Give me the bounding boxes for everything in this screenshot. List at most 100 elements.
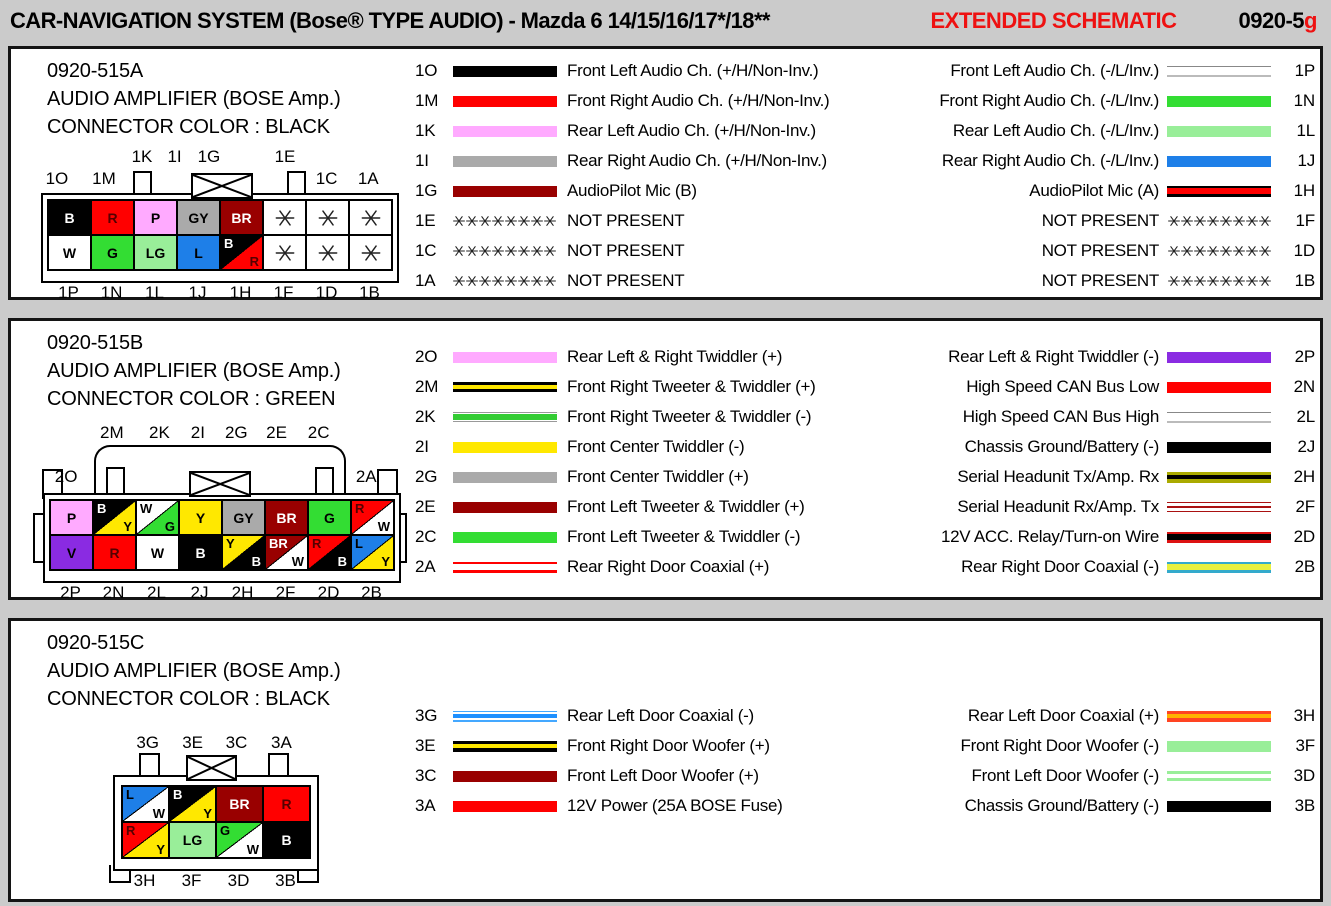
wire-code-label: B	[97, 501, 107, 516]
wire-stripe	[453, 740, 557, 744]
pin-label: 1C	[415, 241, 437, 260]
wire-stripe	[1167, 710, 1271, 714]
pin-label: 3F	[181, 871, 202, 890]
wire-stripe	[1167, 413, 1271, 421]
not-present-asterisk-icon	[1181, 246, 1193, 256]
not-present-asterisk-icon	[1207, 246, 1219, 256]
pin-label: 2E	[266, 423, 287, 442]
wire-code-label: B	[281, 832, 292, 848]
wire-desc: Serial Headunit Rx/Amp. Tx	[957, 497, 1159, 516]
connector-diagram-515c: 3G 3E 3C 3A L W B Y BR R R Y LG G W B 3H 3F 3D 3B	[107, 731, 321, 901]
pin-label: 2B	[1294, 557, 1316, 576]
connector-title-block: 0920-515A AUDIO AMPLIFIER (BOSE Amp.) CO…	[47, 57, 341, 141]
not-present-asterisk-icon	[1207, 216, 1219, 226]
not-present-asterisk-icon	[1246, 246, 1258, 256]
wire-stripe	[453, 414, 557, 420]
pin-label: 1J	[188, 283, 207, 302]
pin-cell: R	[94, 536, 135, 569]
pin-label: 2G	[415, 467, 438, 486]
wire-stripe	[1167, 510, 1271, 513]
wire-stripe	[453, 743, 557, 749]
wire-stripe	[1167, 770, 1271, 775]
wire-stripe	[1167, 441, 1271, 453]
pin-cell-not-present	[264, 201, 305, 234]
wire-stripe	[453, 381, 557, 386]
pin-label: 2I	[190, 423, 205, 442]
not-present-asterisks	[1167, 216, 1271, 226]
wire-color-swatch	[1167, 740, 1271, 752]
wire-code-label: Y	[123, 519, 132, 534]
pin-label: 2O	[415, 347, 438, 366]
not-present-asterisk-icon	[453, 216, 465, 226]
wire-color-swatch	[453, 381, 557, 393]
not-present-asterisk-icon	[479, 246, 491, 256]
not-present-asterisk-icon	[505, 216, 517, 226]
pin-cell: W	[49, 236, 90, 269]
wire-code-label: Y	[381, 554, 390, 569]
wire-row: 1C NOT PRESENT NOT PRESENT 1D	[415, 236, 1315, 266]
pin-label: 3A	[271, 733, 292, 752]
wire-color-swatch	[1167, 441, 1271, 453]
not-present-asterisk-icon	[275, 244, 294, 261]
pin-grid: L W B Y BR R R Y LG G W B	[121, 785, 311, 859]
not-present-asterisk-icon	[466, 246, 478, 256]
pin-label: 1B	[1294, 271, 1316, 290]
wire-stripe	[1167, 561, 1271, 564]
wire-desc: Rear Left & Right Twiddler (-)	[948, 347, 1159, 366]
wire-row: 3E Front Right Door Woofer (+) Front Right…	[415, 731, 1315, 761]
wire-desc: Front Left Door Woofer (-)	[971, 766, 1160, 785]
wire-stripe	[453, 185, 557, 197]
wire-desc: Rear Left Door Coaxial (-)	[567, 706, 754, 725]
connector-color-label: CONNECTOR COLOR : BLACK	[47, 688, 330, 710]
wire-stripe	[1167, 474, 1271, 480]
wire-desc: Rear Right Audio Ch. (-/L/Inv.)	[941, 151, 1159, 170]
pin-cell: W	[137, 536, 178, 569]
wire-desc: NOT PRESENT	[567, 241, 685, 260]
pin-cell: R	[264, 787, 309, 821]
pin-cell-split: BR W	[266, 536, 307, 569]
not-present-asterisk-icon	[518, 216, 530, 226]
pin-cell: L	[178, 236, 219, 269]
not-present-asterisk-icon	[361, 244, 380, 261]
pin-label: 1I	[167, 147, 182, 166]
pin-label: 2C	[307, 423, 330, 442]
wire-code-label: R	[126, 823, 136, 838]
wire-stripe	[453, 569, 557, 573]
wire-color-swatch	[453, 185, 557, 197]
not-present-asterisk-icon	[1220, 216, 1232, 226]
wire-color-swatch	[1167, 95, 1271, 107]
wire-code-label: G	[164, 519, 175, 534]
connector-color-label: CONNECTOR COLOR : BLACK	[47, 116, 330, 138]
pin-label: 2A	[355, 467, 377, 486]
pin-label: 3G	[136, 733, 159, 752]
wire-stripe	[1167, 351, 1271, 363]
pin-label: 1A	[415, 271, 436, 290]
wire-code-label: G	[220, 823, 231, 838]
pin-label: 1G	[415, 181, 438, 200]
wire-stripe	[1167, 800, 1271, 812]
wire-row: 2C Front Left Tweeter & Twiddler (-) 12V A…	[415, 522, 1315, 552]
not-present-asterisk-icon	[492, 216, 504, 226]
connector-diagram-515b: 2O 2M 2K 2I 2G 2E 2C 2A P B Y W G Y GY BR G R W V R W B Y B BR W R B…	[33, 421, 407, 602]
pin-label: 3E	[415, 736, 436, 755]
wire-stripe	[453, 155, 557, 167]
pin-label: 2D	[1293, 527, 1316, 546]
wire-stripe	[453, 719, 557, 722]
connector-color-label: CONNECTOR COLOR : GREEN	[47, 388, 336, 410]
wire-stripe	[1167, 74, 1271, 77]
wire-color-swatch	[1167, 125, 1271, 137]
wire-stripe	[1167, 777, 1271, 782]
not-present-asterisk-icon	[531, 216, 543, 226]
wire-code-label: W	[150, 544, 165, 561]
not-present-asterisk-icon	[1207, 276, 1219, 286]
not-present-asterisk-icon	[1246, 276, 1258, 286]
pin-label: 1E	[274, 147, 296, 166]
wire-desc: Chassis Ground/Battery (-)	[964, 796, 1160, 815]
connector-keyway-icon	[186, 755, 238, 781]
wire-color-swatch	[453, 441, 557, 453]
connector-section-515c: 0920-515C AUDIO AMPLIFIER (BOSE Amp.) CO…	[8, 618, 1323, 902]
pin-label: 1O	[45, 169, 69, 188]
